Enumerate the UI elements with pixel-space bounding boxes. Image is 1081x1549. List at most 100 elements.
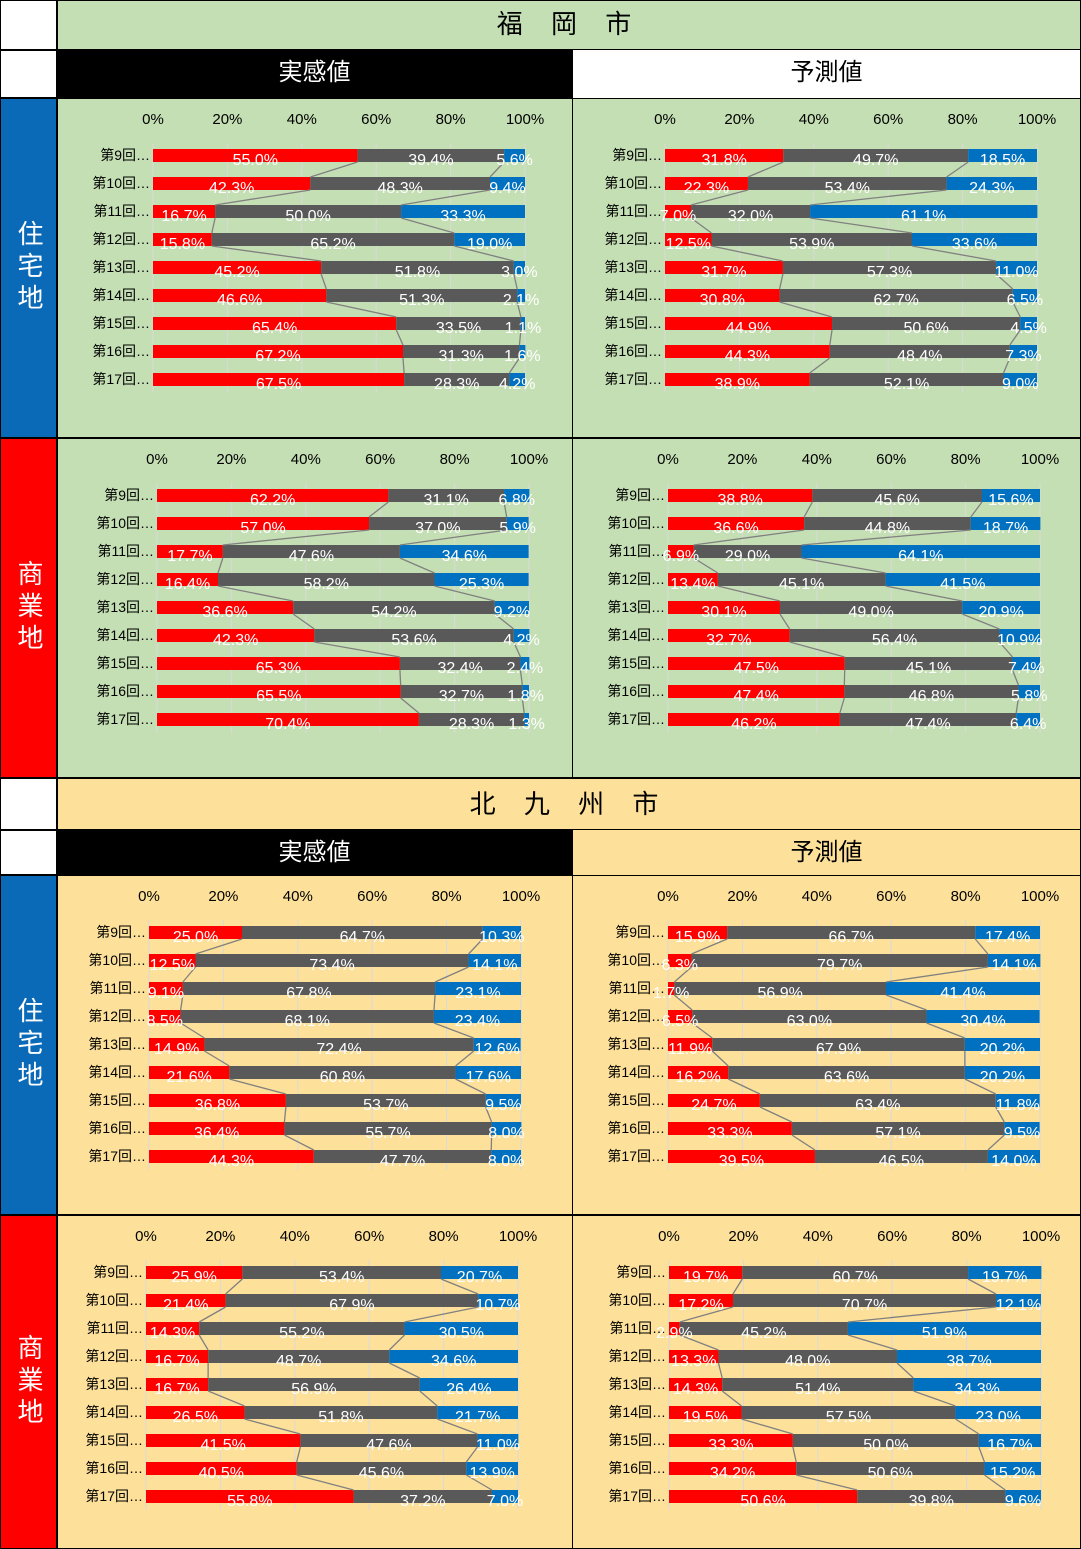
data-label: 14.1% xyxy=(991,957,1036,974)
category-label: 第9回… xyxy=(615,487,665,503)
bar-segment-down xyxy=(1018,685,1040,698)
data-label: 39.8% xyxy=(909,1493,954,1510)
series-line xyxy=(673,994,693,1011)
data-label: 31.7% xyxy=(701,264,746,281)
bar-segment-up xyxy=(668,1122,792,1135)
bar-segment-down xyxy=(494,601,529,614)
data-label: 56.4% xyxy=(872,632,917,649)
series-line xyxy=(803,501,813,518)
category-label: 第15回… xyxy=(607,1092,665,1108)
x-tick-label: 60% xyxy=(354,1228,384,1245)
bar-segment-down xyxy=(517,289,525,302)
bar-segment-down xyxy=(1012,657,1040,670)
data-label: 8.5% xyxy=(147,1013,183,1030)
data-label: 61.1% xyxy=(901,208,946,225)
data-label: 45.6% xyxy=(874,492,919,509)
bar-segment-down xyxy=(504,149,525,162)
x-tick-label: 80% xyxy=(429,1228,459,1245)
data-label: 34.6% xyxy=(431,1353,476,1370)
series-line xyxy=(721,1390,742,1407)
x-tick-label: 20% xyxy=(205,1228,235,1245)
category-label: 第13回… xyxy=(604,259,662,275)
data-label: 15.2% xyxy=(990,1465,1035,1482)
blank-corner-cell xyxy=(0,830,57,875)
data-label: 7.3% xyxy=(1005,348,1041,365)
stacked-bar-chart: 0% 20% 40% 60% 80% 100% 第9回… 第10回… 第11回… 第12回… 第13… xyxy=(85,1228,537,1510)
x-tick-label: 0% xyxy=(657,451,679,468)
data-label: 14.3% xyxy=(673,1381,718,1398)
data-label: 1.3% xyxy=(508,716,544,733)
bar-segment-up xyxy=(665,205,692,218)
x-tick-label: 60% xyxy=(876,451,906,468)
data-label: 15.8% xyxy=(160,236,205,253)
bar-segment-up xyxy=(668,1094,760,1107)
bar-segment-up xyxy=(665,177,748,190)
bar-segment-up xyxy=(157,629,315,642)
bar-segment-down xyxy=(913,1378,1041,1391)
data-label: 14.1% xyxy=(472,957,517,974)
bar-segment-flat xyxy=(321,261,514,274)
bar-segment-flat xyxy=(712,1038,965,1051)
bar-segment-up xyxy=(668,657,845,670)
category-label: 第17回… xyxy=(607,711,665,727)
data-label: 70.7% xyxy=(842,1297,887,1314)
data-label: 53.9% xyxy=(789,236,834,253)
data-label: 4.5% xyxy=(1010,320,1046,337)
data-label: 53.7% xyxy=(363,1097,408,1114)
bar-segment-down xyxy=(975,926,1040,939)
bar-segment-down xyxy=(1004,1122,1040,1135)
data-label: 56.9% xyxy=(757,985,802,1002)
data-label: 19.0% xyxy=(467,236,512,253)
data-label: 72.4% xyxy=(316,1041,361,1058)
category-label: 第13回… xyxy=(92,259,150,275)
bar-segment-up xyxy=(669,1490,858,1503)
bar-segment-down xyxy=(419,1378,518,1391)
series-line xyxy=(404,1306,479,1323)
category-label: 第11回… xyxy=(93,203,150,219)
bar-segment-flat xyxy=(402,345,520,358)
series-line xyxy=(693,529,805,546)
bar-segment-down xyxy=(509,373,525,386)
data-label: 6.3% xyxy=(661,957,697,974)
bar-segment-flat xyxy=(789,629,1000,642)
side-label-residential: 住宅地 xyxy=(0,98,57,438)
stacked-bar-chart: 0% 20% 40% 60% 80% 100% 第9回… 第10回… 第11回… 第12回… 第13… xyxy=(608,1228,1060,1510)
bar-segment-down xyxy=(522,685,529,698)
data-label: 11.0% xyxy=(994,264,1038,281)
chart-fukuoka-residential-forecast: 0% 20% 40% 60% 80% 100% 第9回… 第10回… 第11回… 第12回… 第13… xyxy=(572,98,1081,438)
bar-segment-up xyxy=(665,373,810,386)
series-line xyxy=(691,1022,713,1039)
series-line xyxy=(1009,329,1021,346)
bar-segment-up xyxy=(153,205,216,218)
data-label: 49.7% xyxy=(853,152,898,169)
data-label: 6.8% xyxy=(498,492,534,509)
data-label: 62.2% xyxy=(250,492,295,509)
bar-segment-down xyxy=(995,1294,1041,1307)
data-label: 50.6% xyxy=(903,320,948,337)
bar-segment-up xyxy=(668,713,840,726)
series-line xyxy=(195,938,243,955)
series-line xyxy=(433,1022,474,1039)
series-line xyxy=(885,585,963,602)
bar-segment-up xyxy=(146,1294,226,1307)
chart-kitakyushu-residential-forecast: 0% 20% 40% 60% 80% 100% 第9回… 第10回… 第11回… 第12回… 第13… xyxy=(572,875,1081,1215)
data-label: 40.5% xyxy=(199,1465,244,1482)
category-label: 第11回… xyxy=(97,543,154,559)
bar-segment-flat xyxy=(839,713,1017,726)
bar-segment-flat xyxy=(225,1294,479,1307)
x-tick-label: 100% xyxy=(502,888,540,905)
bar-segment-down xyxy=(885,573,1040,586)
bar-segment-up xyxy=(668,517,805,530)
bar-segment-down xyxy=(968,1266,1042,1279)
bar-segment-up xyxy=(149,1150,314,1163)
data-label: 16.2% xyxy=(675,1069,720,1086)
bar-segment-down xyxy=(434,573,529,586)
series-line xyxy=(198,1334,209,1351)
bar-segment-flat xyxy=(779,289,1013,302)
bar-segment-down xyxy=(987,1150,1040,1163)
x-tick-label: 0% xyxy=(146,451,168,468)
bar-segment-flat xyxy=(353,1490,492,1503)
bar-segment-flat xyxy=(674,982,886,995)
data-label: 30.5% xyxy=(439,1325,484,1342)
series-line xyxy=(995,1106,1005,1123)
